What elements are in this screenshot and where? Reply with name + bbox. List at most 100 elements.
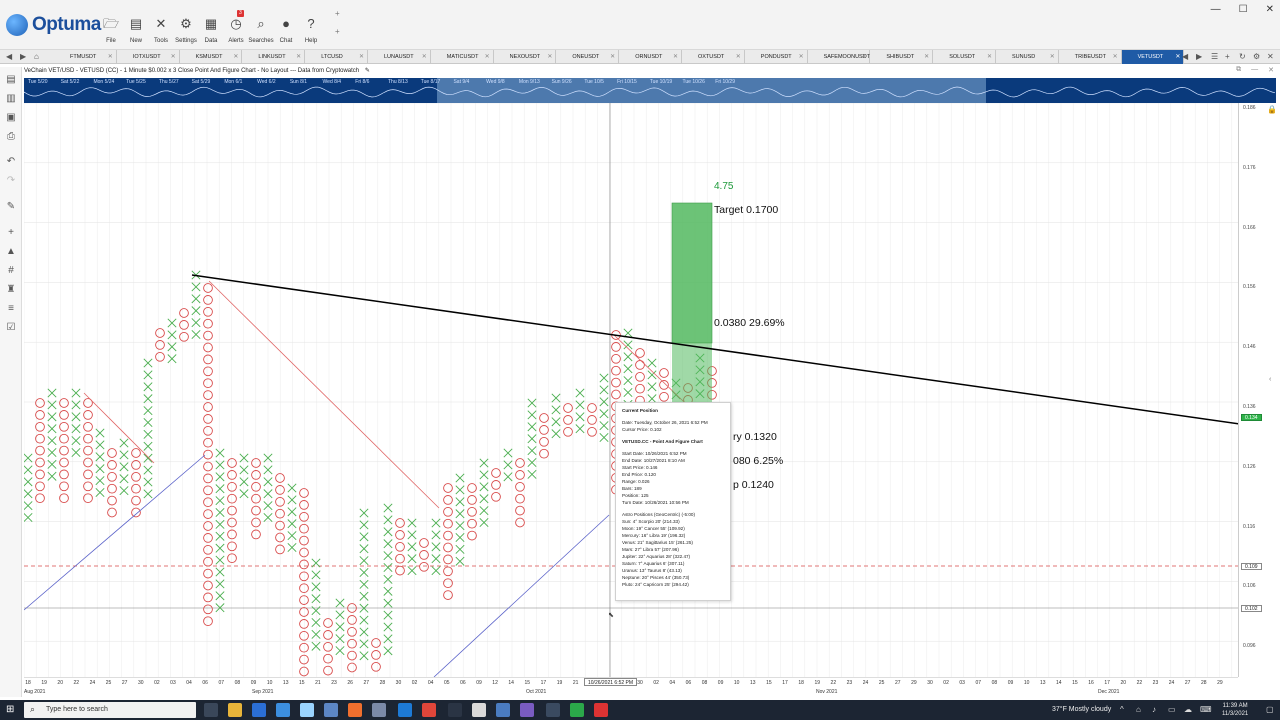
ribbon-button-settings[interactable]: ⚙ Settings xyxy=(173,14,199,44)
tab-shibusdt[interactable]: SHIBUSDT ✕ xyxy=(870,50,934,64)
zoom-icon[interactable] xyxy=(276,703,290,717)
tab-close-icon[interactable]: ✕ xyxy=(735,54,741,60)
ribbon-button-new[interactable]: ▤ New xyxy=(123,14,149,44)
tab-close-icon[interactable]: ✕ xyxy=(986,54,992,60)
price-axis[interactable]: 0.186 0.176 0.166 0.156 0.146 0.136 0.126 0.116… xyxy=(1238,103,1277,677)
checklist-icon[interactable]: ☑ xyxy=(6,322,16,333)
tab-sunusd[interactable]: SUNUSD ✕ xyxy=(996,50,1059,64)
ribbon-expand-plus-icon[interactable]: + xyxy=(335,9,340,18)
edge-icon[interactable] xyxy=(398,703,412,717)
tab-close-icon[interactable]: ✕ xyxy=(861,54,867,60)
maximize-button[interactable]: ☐ xyxy=(1238,4,1248,15)
tab-close-icon[interactable]: ✕ xyxy=(233,54,239,60)
support-trendline-2[interactable] xyxy=(433,514,610,677)
pen-tool-icon[interactable]: ✎ xyxy=(6,201,16,212)
tabs-scroll-left-icon[interactable]: ◀ xyxy=(1182,52,1189,61)
tab-tribeusdt[interactable]: TRIBEUSDT ✕ xyxy=(1059,50,1122,64)
long-term-trendline[interactable] xyxy=(191,274,1238,425)
tray-chevron-icon[interactable]: ^ xyxy=(1120,705,1124,714)
forward-arrow-icon[interactable]: ▶ xyxy=(20,52,27,61)
app-icon-8[interactable] xyxy=(570,703,584,717)
resistance-trendline-2[interactable] xyxy=(208,280,440,509)
mail-icon[interactable] xyxy=(252,703,266,717)
open-folder-icon[interactable]: ▥ xyxy=(6,93,16,104)
network-icon[interactable]: ⌂ xyxy=(1136,705,1141,714)
stamp-icon[interactable]: ♜ xyxy=(6,284,16,295)
ribbon-expand-plus-icon-2[interactable]: + xyxy=(335,27,340,36)
taskbar-clock[interactable]: 11:39 AM 11/3/2021 xyxy=(1222,702,1248,718)
save-icon[interactable]: ▣ xyxy=(6,112,16,123)
tab-close-icon[interactable]: ✕ xyxy=(547,54,553,60)
tab-close-icon[interactable]: ✕ xyxy=(358,54,364,60)
ribbon-button-tools[interactable]: ✕ Tools xyxy=(148,14,174,44)
ribbon-button-chat[interactable]: ● Chat xyxy=(273,14,299,44)
ribbon-button-help[interactable]: ? Help xyxy=(298,14,324,44)
tab-close-icon[interactable]: ✕ xyxy=(1267,52,1274,61)
notifications-icon[interactable]: ▢ xyxy=(1266,705,1274,714)
app-icon-2[interactable] xyxy=(324,703,338,717)
optuma-taskbar-icon[interactable] xyxy=(496,703,510,717)
tab-linkusdt[interactable]: LINKUSDT ✕ xyxy=(242,50,306,64)
tab-vetusdt[interactable]: VETUSDT ✕ xyxy=(1121,50,1185,64)
redo-icon[interactable]: ↷ xyxy=(6,175,16,186)
tab-solusdt[interactable]: SOLUSDT ✕ xyxy=(933,50,996,64)
task-view-icon[interactable] xyxy=(204,703,218,717)
restore-icon[interactable]: ⧉ xyxy=(1236,66,1242,73)
home-icon[interactable]: ⌂ xyxy=(34,52,39,61)
target-gain-box[interactable] xyxy=(671,202,713,344)
chart-close-icon[interactable]: ✕ xyxy=(1268,67,1274,74)
ribbon-button-file[interactable]: 🗁 File xyxy=(98,14,124,44)
resistance-trendline-1[interactable] xyxy=(83,392,155,464)
chart-minimize-icon[interactable]: — xyxy=(1251,66,1259,73)
brave-icon[interactable] xyxy=(348,703,362,717)
app-icon-4[interactable] xyxy=(448,703,462,717)
tab-close-icon[interactable]: ✕ xyxy=(107,54,113,60)
tab-oxtusdt[interactable]: OXTUSDT ✕ xyxy=(682,50,745,64)
tab-nexousdt[interactable]: NEXOUSDT ✕ xyxy=(494,50,557,64)
lock-icon[interactable]: ▲ xyxy=(6,246,16,257)
windows-start-icon[interactable]: ⊞ xyxy=(6,704,15,715)
close-button[interactable]: ✕ xyxy=(1265,4,1274,15)
new-page-icon[interactable]: ▤ xyxy=(6,74,16,85)
target-entry-box[interactable] xyxy=(672,343,712,413)
tab-oneusdt[interactable]: ONEUSDT ✕ xyxy=(556,50,620,64)
tab-close-icon[interactable]: ✕ xyxy=(421,54,427,60)
astro-selection-range[interactable] xyxy=(437,78,986,103)
tab-close-icon[interactable]: ✕ xyxy=(1112,54,1118,60)
tab-close-icon[interactable]: ✕ xyxy=(798,54,804,60)
ribbon-button-alerts[interactable]: ◷ Alerts 3 xyxy=(223,10,249,44)
support-trendline-1[interactable] xyxy=(24,454,206,611)
weather-widget[interactable]: 37°F Mostly cloudy xyxy=(1052,706,1112,713)
app-icon-5[interactable] xyxy=(472,703,486,717)
tab-maticusdt[interactable]: MATICUSDT ✕ xyxy=(431,50,494,64)
new-tab-icon[interactable]: + xyxy=(1225,52,1230,61)
app-icon-1[interactable] xyxy=(300,703,314,717)
astro-timeline-strip[interactable]: Tue 5/20 Sat 5/22 Mon 5/24 Tue 5/25 Thu 5/27… xyxy=(24,78,1276,103)
volume-icon[interactable]: ♪ xyxy=(1152,705,1156,714)
date-axis[interactable]: 18 19 20 22 24 25 27 30 02 03 04 06 07 08 09 10 13 15 21 23… xyxy=(24,677,1238,697)
file-explorer-icon[interactable] xyxy=(228,703,242,717)
refresh-icon[interactable]: ↻ xyxy=(1239,52,1246,61)
tab-settings-icon[interactable]: ⚙ xyxy=(1253,52,1261,61)
tab-list-icon[interactable]: ☰ xyxy=(1211,52,1219,61)
tab-ftmusdt[interactable]: FTMUSDT ✕ xyxy=(54,50,117,64)
tab-iotxusdt[interactable]: IOTXUSDT ✕ xyxy=(117,50,180,64)
tab-close-icon[interactable]: ✕ xyxy=(484,54,490,60)
tab-safemoonusdt[interactable]: SAFEMOONUSDT ✕ xyxy=(808,50,871,64)
onedrive-icon[interactable]: ☁ xyxy=(1184,705,1192,714)
tab-close-icon[interactable]: ✕ xyxy=(610,54,616,60)
layers-icon[interactable]: ≡ xyxy=(8,303,14,314)
tab-close-icon[interactable]: ✕ xyxy=(672,54,678,60)
app-icon-9[interactable] xyxy=(594,703,608,717)
tab-close-icon[interactable]: ✕ xyxy=(924,54,930,60)
tab-close-icon[interactable]: ✕ xyxy=(1049,54,1055,60)
tab-ksmusdt[interactable]: KSMUSDT ✕ xyxy=(180,50,243,64)
print-icon[interactable]: ⎙ xyxy=(7,131,15,142)
tab-close-icon[interactable]: ✕ xyxy=(170,54,176,60)
tab-close-icon[interactable]: ✕ xyxy=(296,54,302,60)
chrome-icon[interactable] xyxy=(422,703,436,717)
ribbon-button-searches[interactable]: ⌕ Searches xyxy=(248,14,274,44)
battery-icon[interactable]: ▭ xyxy=(1168,705,1176,714)
edit-pencil-icon[interactable]: ✎ xyxy=(364,68,370,74)
tabs-scroll-right-icon[interactable]: ▶ xyxy=(1196,52,1203,61)
